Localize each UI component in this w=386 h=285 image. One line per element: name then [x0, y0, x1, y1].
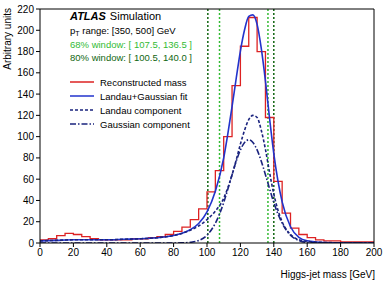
svg-text:100: 100	[17, 131, 34, 142]
svg-text:140: 140	[17, 89, 34, 100]
svg-text:20: 20	[68, 247, 80, 258]
svg-text:140: 140	[265, 247, 282, 258]
svg-text:200: 200	[366, 247, 378, 258]
svg-text:40: 40	[101, 247, 113, 258]
svg-text:0: 0	[28, 238, 34, 249]
svg-text:100: 100	[199, 247, 216, 258]
svg-text:80: 80	[23, 152, 35, 163]
svg-text:180: 180	[332, 247, 349, 258]
svg-text:Landau+Gaussian fit: Landau+Gaussian fit	[100, 91, 188, 102]
svg-text:160: 160	[299, 247, 316, 258]
svg-text:Gaussian component: Gaussian component	[100, 119, 190, 130]
svg-text:60: 60	[135, 247, 147, 258]
svg-text:ATLASSimulation: ATLASSimulation	[69, 10, 161, 22]
svg-text:80% window: [ 100.5, 140.0 ]: 80% window: [ 100.5, 140.0 ]	[70, 52, 192, 63]
svg-text:Reconstructed mass: Reconstructed mass	[100, 77, 187, 88]
svg-text:80: 80	[168, 247, 180, 258]
svg-text:Landau component: Landau component	[100, 105, 182, 116]
svg-text:160: 160	[17, 67, 34, 78]
svg-text:40: 40	[23, 195, 35, 206]
svg-text:Arbitrary units: Arbitrary units	[8, 8, 13, 70]
svg-text:220: 220	[17, 4, 34, 15]
svg-text:120: 120	[232, 247, 249, 258]
svg-text:68% window: [ 107.5, 136.5 ]: 68% window: [ 107.5, 136.5 ]	[70, 39, 192, 50]
svg-text:200: 200	[17, 25, 34, 36]
svg-text:60: 60	[23, 174, 35, 185]
svg-text:120: 120	[17, 110, 34, 121]
svg-text:Higgs-jet mass [GeV]: Higgs-jet mass [GeV]	[281, 269, 376, 280]
svg-text:20: 20	[23, 216, 35, 227]
svg-text:0: 0	[37, 247, 43, 258]
svg-text:180: 180	[17, 46, 34, 57]
svg-text:pT range: [350, 500] GeV: pT range: [350, 500] GeV	[70, 25, 176, 37]
